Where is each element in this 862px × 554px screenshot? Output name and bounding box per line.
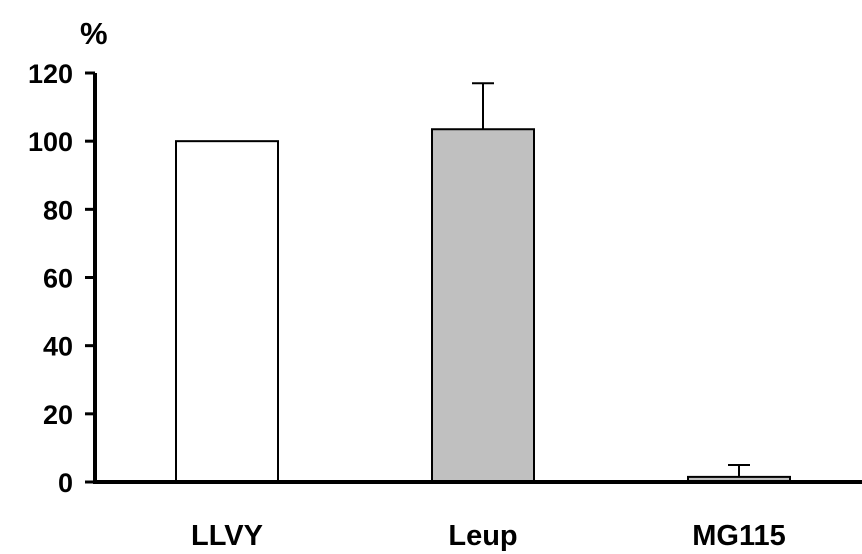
bar-llvy — [176, 141, 278, 482]
y-tick-label-80: 80 — [43, 195, 73, 225]
y-axis-unit-label: % — [80, 16, 108, 51]
category-label-mg115: MG115 — [692, 520, 786, 552]
y-tick-label-0: 0 — [58, 468, 73, 498]
chart-marks: 0 20 40 60 80 100 120 LLVY Leup MG115 — [28, 59, 862, 552]
category-label-leup: Leup — [448, 520, 517, 552]
y-tick-label-100: 100 — [28, 127, 73, 157]
y-tick-label-120: 120 — [28, 59, 73, 89]
y-tick-label-20: 20 — [43, 400, 73, 430]
y-tick-label-60: 60 — [43, 264, 73, 294]
category-label-llvy: LLVY — [191, 520, 263, 552]
y-tick-label-40: 40 — [43, 332, 73, 362]
bar-leup — [432, 129, 534, 482]
